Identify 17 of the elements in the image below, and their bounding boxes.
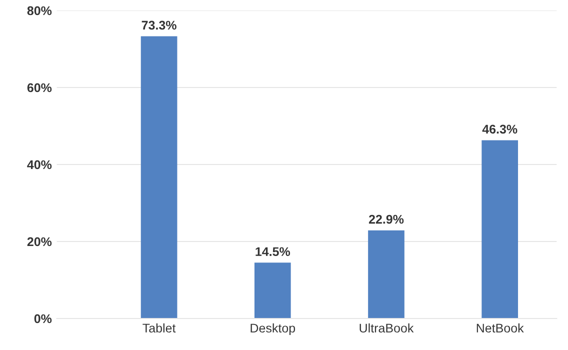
bar [368,230,404,318]
y-tick-label: 60% [27,83,52,92]
data-label: 73.3% [142,20,176,30]
y-tick-label: 80% [27,6,52,16]
data-label: 22.9% [368,214,404,224]
x-tick-label: Tablet [142,323,176,333]
bar [254,262,291,318]
y-tick-label: 20% [27,237,52,246]
y-tick-label: 40% [27,160,52,170]
data-label: 46.3% [482,124,518,134]
y-tick-label: 0% [34,314,52,324]
x-tick-label: Desktop [250,323,296,336]
x-tick-label: NetBook [476,323,524,333]
data-label: 14.5% [256,247,290,256]
x-tick-label: UltraBook [360,323,414,333]
bar [482,140,518,318]
bar [140,36,178,318]
